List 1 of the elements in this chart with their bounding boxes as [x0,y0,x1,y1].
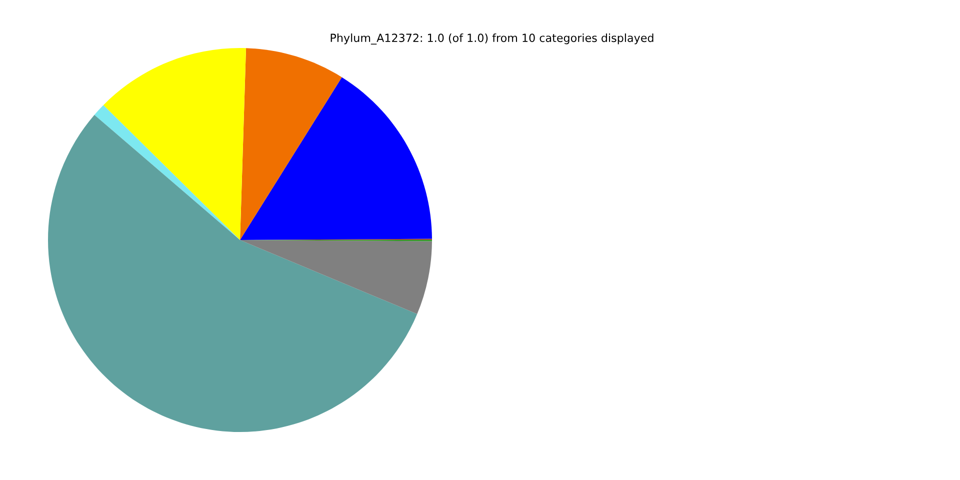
text: Phylum_A12372: 1.0 (of 1.0) from 10 categories displayed [330,33,654,45]
